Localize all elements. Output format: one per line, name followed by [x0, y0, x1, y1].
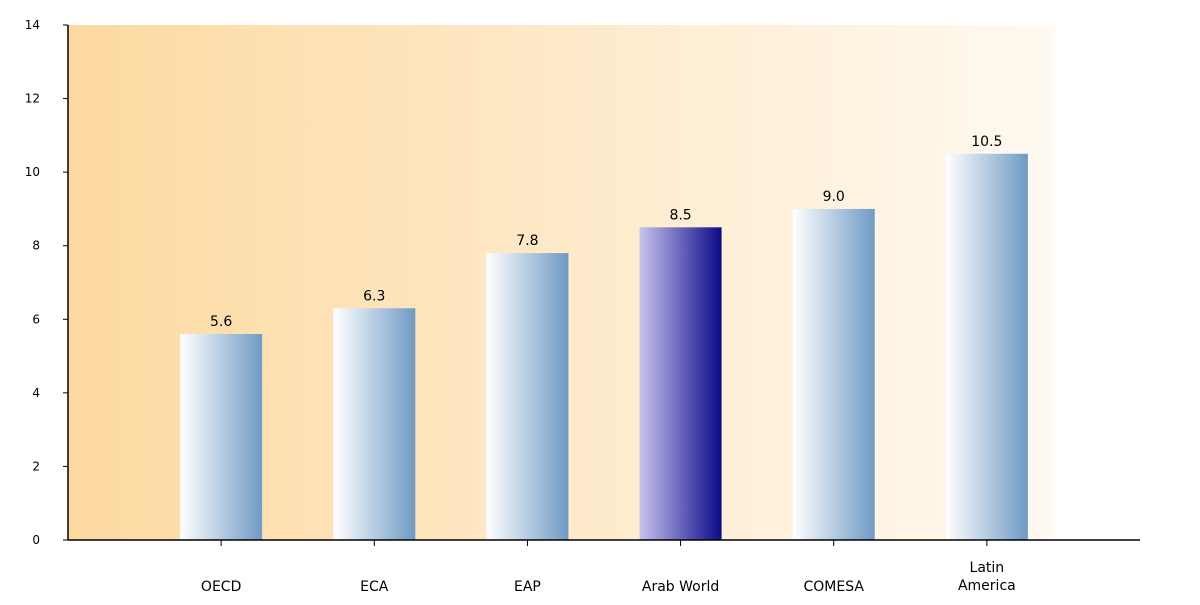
x-tick-label: ECA	[360, 579, 389, 595]
bar-oecd	[180, 334, 263, 540]
x-tick-label: EAP	[514, 579, 541, 595]
bar-comesa	[792, 208, 875, 540]
data-labels: 5.6 6.3 7.8 8.5 9.0 10.5	[210, 134, 1002, 330]
bar-latin-america	[945, 153, 1028, 540]
bars	[180, 153, 1028, 541]
y-tick-label: 10	[25, 165, 40, 179]
data-label: 9.0	[823, 189, 845, 205]
data-label: 5.6	[210, 314, 232, 330]
y-tick-label: 8	[32, 239, 40, 253]
x-tick-label: Arab World	[642, 579, 719, 595]
y-tick-label: 6	[32, 312, 40, 326]
x-tick-label: OECD	[201, 579, 241, 595]
y-tick-label: 2	[32, 459, 40, 473]
y-tick-label: 0	[32, 533, 40, 547]
y-tick-label: 14	[25, 18, 40, 32]
data-label: 7.8	[516, 233, 538, 249]
data-label: 8.5	[669, 207, 691, 223]
x-tick-label: Latin America	[958, 560, 1016, 594]
x-tick-label: COMESA	[803, 579, 864, 595]
data-label: 10.5	[971, 134, 1002, 150]
bar-eca	[333, 308, 416, 540]
bar-eap	[486, 253, 569, 541]
x-axis-ticks	[220, 540, 988, 546]
bar-arab-world	[639, 227, 722, 541]
y-tick-label: 12	[25, 92, 40, 106]
x-axis-labels: OECD ECA EAP Arab World COMESA Latin America	[201, 560, 1016, 595]
y-tick-label: 4	[32, 386, 40, 400]
y-axis-ticks: 0 2 4 6 8 10 12 14	[25, 18, 68, 547]
data-label: 6.3	[363, 288, 385, 304]
